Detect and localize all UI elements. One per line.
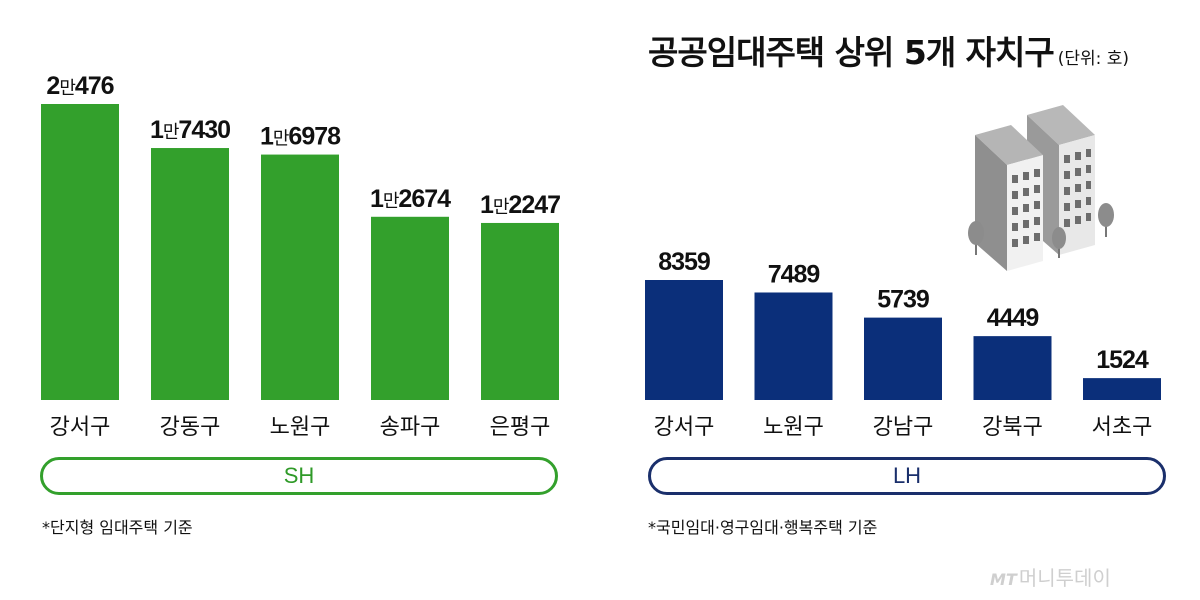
lh-bar-2 (754, 292, 833, 400)
sh-category-label-2: 강동구 (160, 415, 221, 440)
sh-bar-1 (41, 104, 119, 400)
brand-logo: MT 머니투데이 (990, 562, 1111, 591)
sh-value-label-3: 1만6978 (260, 123, 341, 151)
sh-bar-4 (371, 216, 449, 400)
lh-value-label-4: 4449 (987, 304, 1039, 332)
sh-value-label-2: 1만7430 (150, 116, 230, 144)
sh-category-label-4: 송파구 (380, 415, 441, 440)
lh-category-label-3: 강남구 (873, 415, 934, 440)
title-main: 공공임대주택 상위 5개 자치구 (648, 33, 1055, 72)
sh-value-label-1: 2만476 (46, 72, 113, 100)
sh-bar-chart: 2만476 강서구 1만7430 강동구 1만6978 노원구 1만2674 송파구 1만224… (41, 72, 561, 440)
sh-bar-3 (261, 154, 339, 400)
lh-bar-chart: 8359 강서구 7489 노원구 5739 강남구 4449 강북구 1524 서초구 (645, 248, 1161, 440)
sh-bar-5 (481, 222, 559, 400)
lh-category-label-1: 강서구 (654, 415, 715, 440)
apartment-buildings-icon (968, 105, 1114, 271)
sh-category-label-1: 강서구 (50, 415, 111, 440)
sh-value-label-5: 1만2247 (480, 191, 560, 219)
lh-footnote: *국민임대·영구임대·행복주택 기준 (648, 518, 878, 537)
title-unit: (단위: 호) (1057, 49, 1130, 69)
sh-group-label: SH (40, 457, 558, 495)
brand-name: 머니투데이 (1018, 566, 1111, 590)
lh-category-label-5: 서초구 (1092, 415, 1153, 440)
brand-mt: MT (990, 570, 1017, 589)
lh-bar-5 (1083, 378, 1161, 400)
sh-category-label-5: 은평구 (490, 415, 551, 440)
lh-bar-4 (973, 336, 1052, 400)
lh-value-label-2: 7489 (768, 260, 820, 288)
sh-bar-2 (151, 148, 229, 400)
lh-category-label-2: 노원구 (763, 415, 824, 440)
sh-category-label-3: 노원구 (270, 415, 331, 440)
lh-value-label-5: 1524 (1096, 346, 1149, 374)
sh-footnote: *단지형 임대주택 기준 (42, 518, 193, 537)
lh-bar-3 (864, 317, 942, 400)
lh-value-label-1: 8359 (658, 248, 710, 276)
lh-bar-1 (645, 280, 723, 400)
sh-value-label-4: 1만2674 (370, 185, 451, 213)
lh-group-label: LH (648, 457, 1166, 495)
lh-value-label-3: 5739 (877, 286, 929, 314)
chart-title: 공공임대주택 상위 5개 자치구 (단위: 호) (648, 26, 1129, 74)
lh-category-label-4: 강북구 (982, 415, 1043, 440)
